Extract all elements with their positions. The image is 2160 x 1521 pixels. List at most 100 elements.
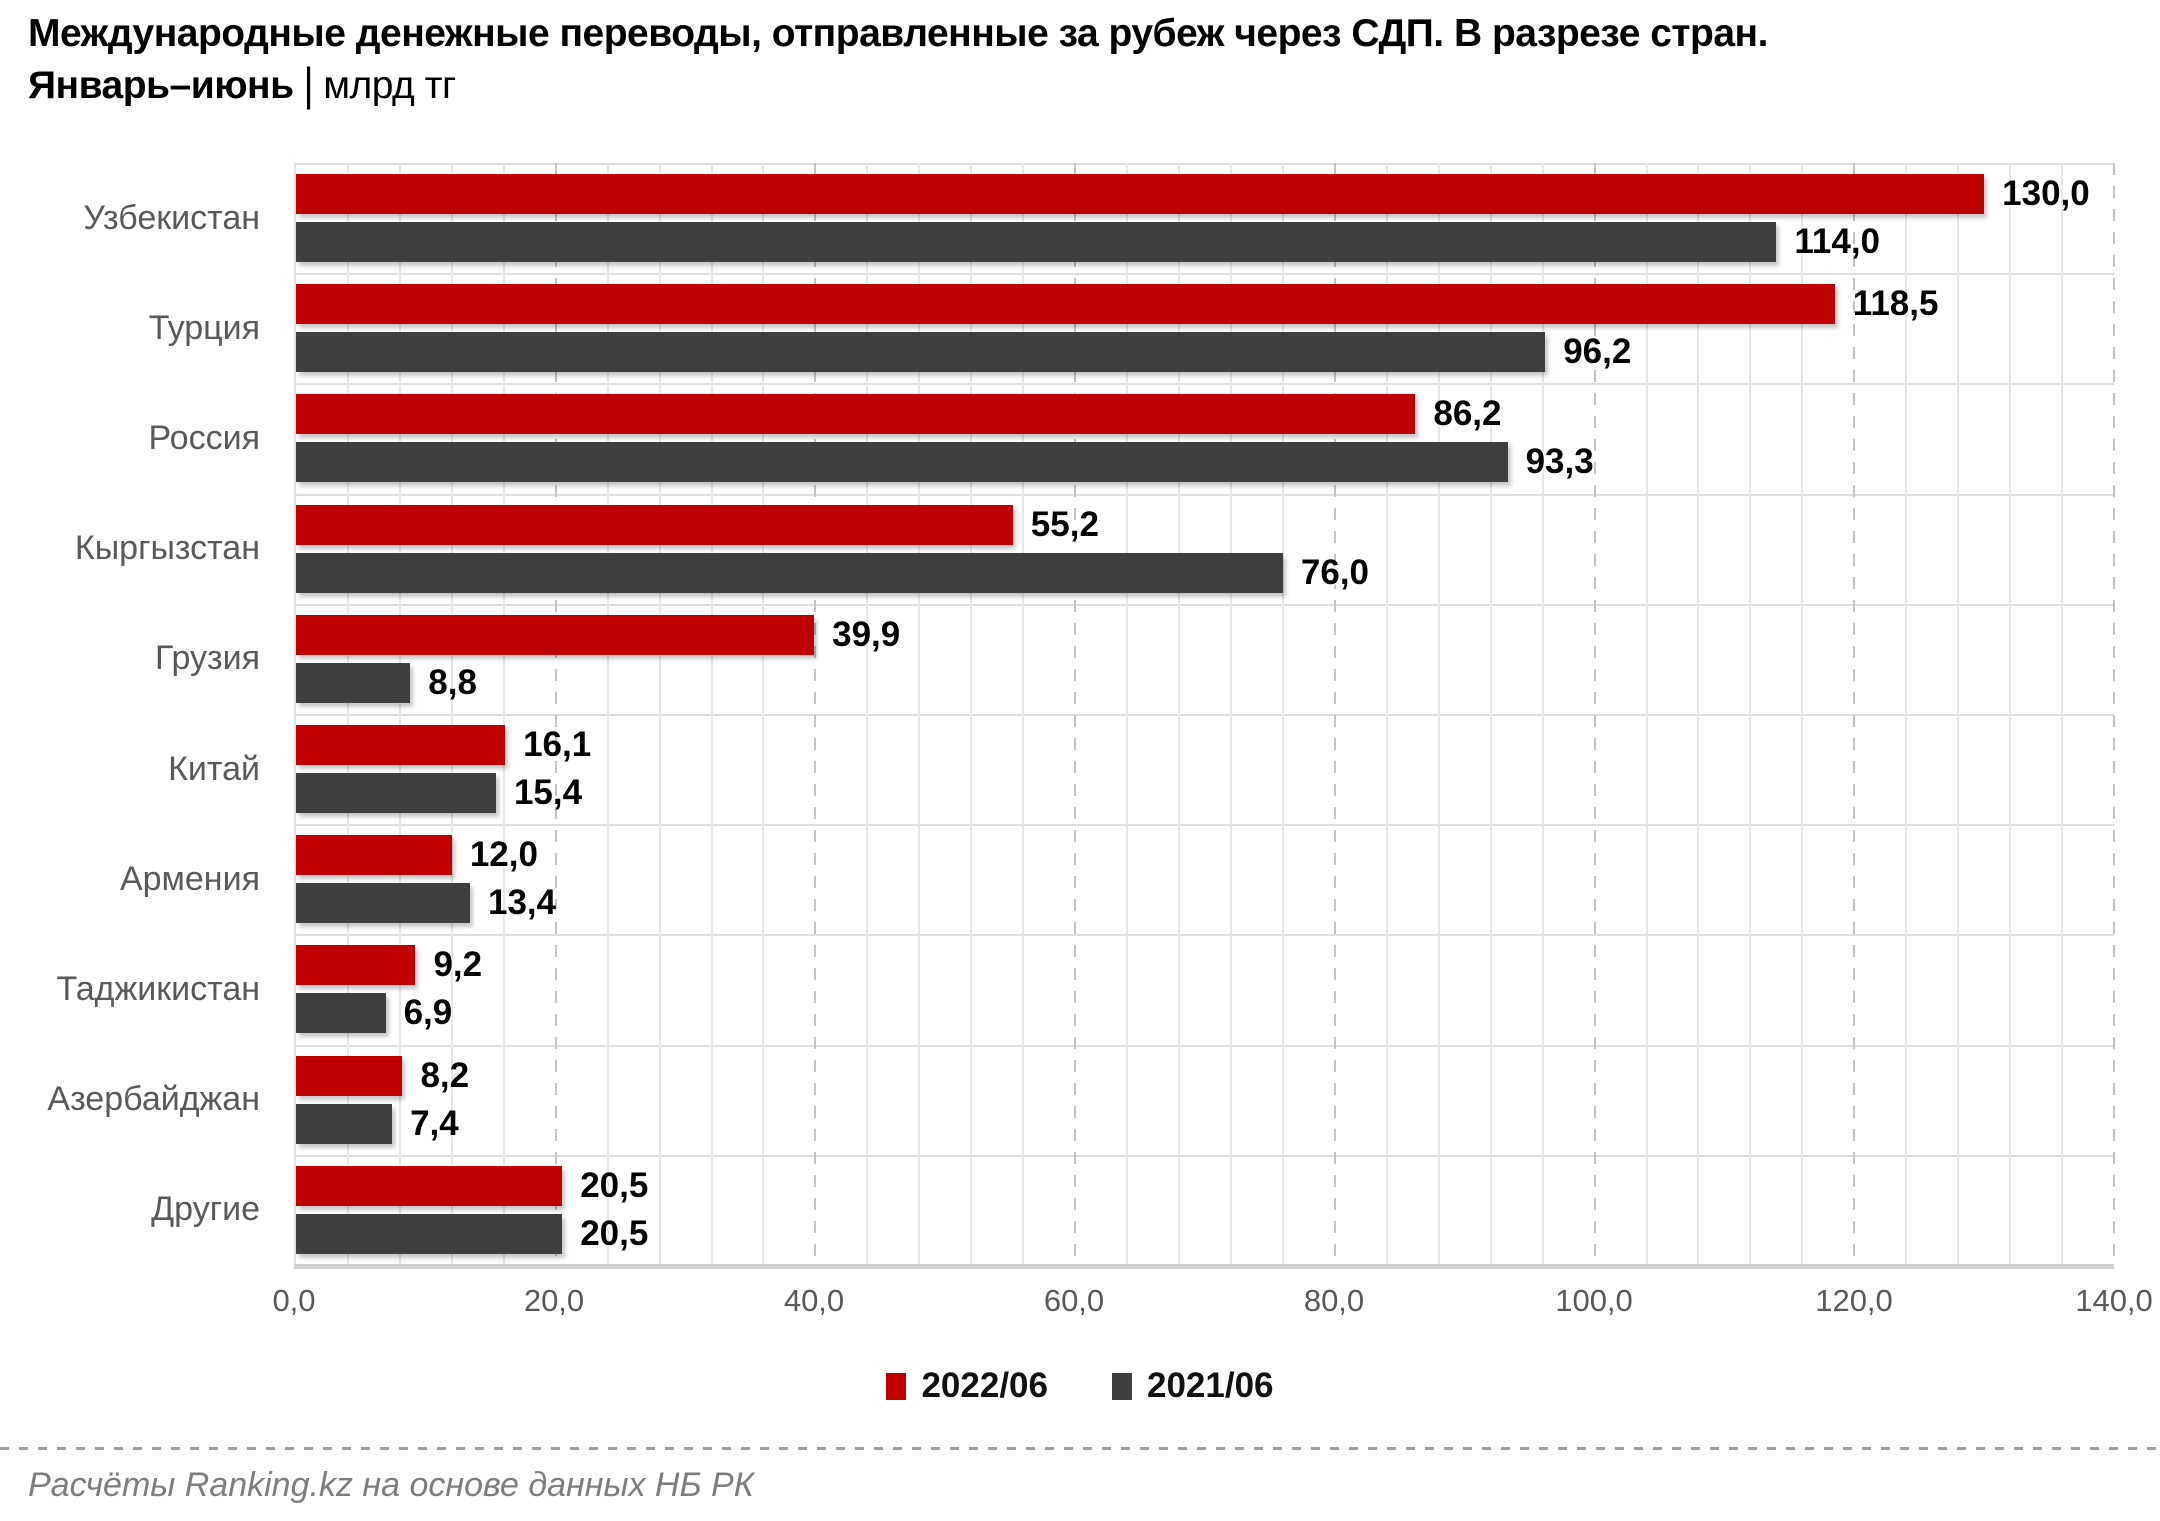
category-label: Грузия (154, 639, 260, 678)
bar-line: 13,4 (296, 883, 2114, 924)
group-separator (296, 1154, 2114, 1157)
bar-line: 55,2 (296, 504, 2114, 545)
value-label: 7,4 (410, 1103, 459, 1143)
group-separator (296, 603, 2114, 606)
major-gridline (2113, 163, 2115, 1265)
bar-2022-06 (296, 614, 815, 655)
group-separator (296, 1044, 2114, 1047)
bar-group: 12,0 13,4 (296, 824, 2114, 934)
bar-2021-06 (296, 552, 1283, 593)
category-label: Таджикистан (56, 969, 260, 1008)
x-tick-label: 100,0 (1555, 1283, 1633, 1318)
major-gridline (1853, 163, 1856, 1265)
legend-swatch (1112, 1372, 1132, 1400)
bar-line: 130,0 (296, 174, 2114, 214)
bar-group: 39,9 8,8 (296, 604, 2114, 714)
minor-gridline (1126, 163, 1129, 1265)
bar-line: 93,3 (296, 442, 2114, 483)
legend-item: 2021/06 (1112, 1366, 1274, 1406)
bar-2021-06 (296, 1103, 393, 1144)
bar-line: 39,9 (296, 614, 2114, 655)
bar-group: 20,5 20,5 (296, 1155, 2114, 1265)
major-gridline (1333, 163, 1336, 1265)
bar-2022-06 (296, 725, 506, 765)
footer-divider (0, 1447, 2160, 1450)
group-separator (296, 493, 2114, 496)
minor-gridline (1957, 163, 1960, 1265)
x-axis: 0,0 20,0 40,0 60,0 80,0 100,0 120,0 140,0 (272, 1283, 2152, 1325)
value-label: 39,9 (832, 614, 901, 654)
value-label: 96,2 (1563, 332, 1632, 372)
value-label: 16,1 (523, 725, 592, 764)
minor-gridline (762, 163, 765, 1265)
minor-gridline (1229, 163, 1232, 1265)
value-label: 118,5 (1852, 284, 1939, 324)
bar-line: 12,0 (296, 835, 2114, 876)
x-tick-label: 120,0 (1815, 1283, 1893, 1318)
category-label: Азербайджан (47, 1080, 260, 1119)
minor-gridline (1437, 163, 1440, 1265)
x-tick-label: 20,0 (523, 1283, 585, 1318)
value-label: 93,3 (1525, 442, 1594, 482)
minor-gridline (1905, 163, 1908, 1265)
bar-line: 16,1 (296, 725, 2114, 765)
minor-gridline (1749, 163, 1752, 1265)
value-label: 9,2 (433, 945, 483, 985)
value-label: 8,2 (420, 1055, 470, 1095)
bar-line: 9,2 (296, 945, 2114, 986)
bar-group: 86,2 93,3 (296, 383, 2114, 493)
pipe-separator: | (303, 60, 314, 111)
major-gridline (1074, 163, 1077, 1265)
group-separator (296, 824, 2114, 827)
minor-gridline (1385, 163, 1388, 1265)
bar-2022-06 (296, 504, 1013, 545)
bar-line: 15,4 (296, 773, 2114, 813)
bar-2021-06 (296, 662, 411, 703)
value-label: 76,0 (1300, 552, 1370, 592)
group-separator (296, 383, 2114, 386)
source-note: Расчёты Ranking.kz на основе данных НБ Р… (28, 1466, 754, 1504)
bar-line: 8,2 (296, 1055, 2114, 1096)
x-axis-line (294, 1264, 2114, 1269)
bar-2021-06 (296, 883, 470, 924)
bar-group: 8,2 7,4 (296, 1045, 2114, 1155)
bar-2022-06 (296, 835, 452, 876)
bar-2021-06 (296, 993, 386, 1034)
bar-line: 7,4 (296, 1103, 2114, 1144)
minor-gridline (2009, 163, 2012, 1265)
minor-gridline (1489, 163, 1492, 1265)
group-separator (296, 163, 2114, 165)
bar-2021-06 (296, 773, 496, 813)
bar-line: 118,5 (296, 284, 2114, 325)
category-label: Турция (148, 308, 260, 347)
value-label: 6,9 (403, 993, 453, 1033)
minor-gridline (658, 163, 661, 1265)
x-tick-label: 80,0 (1303, 1283, 1365, 1318)
bar-2022-06 (296, 394, 1416, 435)
bar-2022-06 (296, 174, 1985, 214)
x-tick-label: 140,0 (2075, 1283, 2153, 1318)
value-label: 20,5 (580, 1165, 649, 1205)
value-label: 114,0 (1794, 222, 1881, 261)
bar-line: 20,5 (296, 1165, 2114, 1206)
category-label: Узбекистан (83, 198, 260, 237)
bar-2022-06 (296, 284, 1835, 325)
value-label: 15,4 (513, 773, 583, 812)
category-label: Другие (151, 1190, 260, 1229)
bar-group: 118,5 96,2 (296, 273, 2114, 383)
bar-2021-06 (296, 332, 1546, 373)
minor-gridline (1178, 163, 1181, 1265)
category-label: Китай (168, 749, 260, 788)
legend-label: 2021/06 (1147, 1366, 1274, 1405)
minor-gridline (398, 163, 401, 1265)
group-separator (296, 934, 2114, 937)
bar-line: 20,5 (296, 1213, 2114, 1254)
chart-title: Международные денежные переводы, отправл… (28, 8, 1768, 112)
bar-2021-06 (296, 1213, 563, 1254)
bar-line: 8,8 (296, 662, 2114, 703)
title-line1: Международные денежные переводы, отправл… (28, 12, 1768, 55)
minor-gridline (970, 163, 973, 1265)
legend-swatch (886, 1372, 907, 1400)
bar-2022-06 (296, 1055, 403, 1096)
